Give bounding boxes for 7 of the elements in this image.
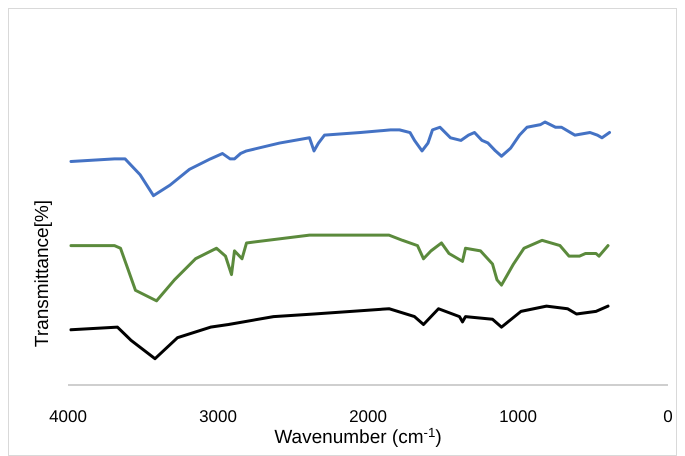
- x-tick-label: 3000: [199, 407, 237, 426]
- y-axis-title: Transmittance[%]: [32, 200, 53, 348]
- x-tick-label: 1000: [499, 407, 537, 426]
- x-tick-label: 4000: [49, 407, 87, 426]
- x-axis-title: Wavenumber (cm$^{-1}$): [274, 425, 442, 448]
- x-tick-label: 2000: [349, 407, 387, 426]
- x-tick-label: 0: [663, 407, 673, 426]
